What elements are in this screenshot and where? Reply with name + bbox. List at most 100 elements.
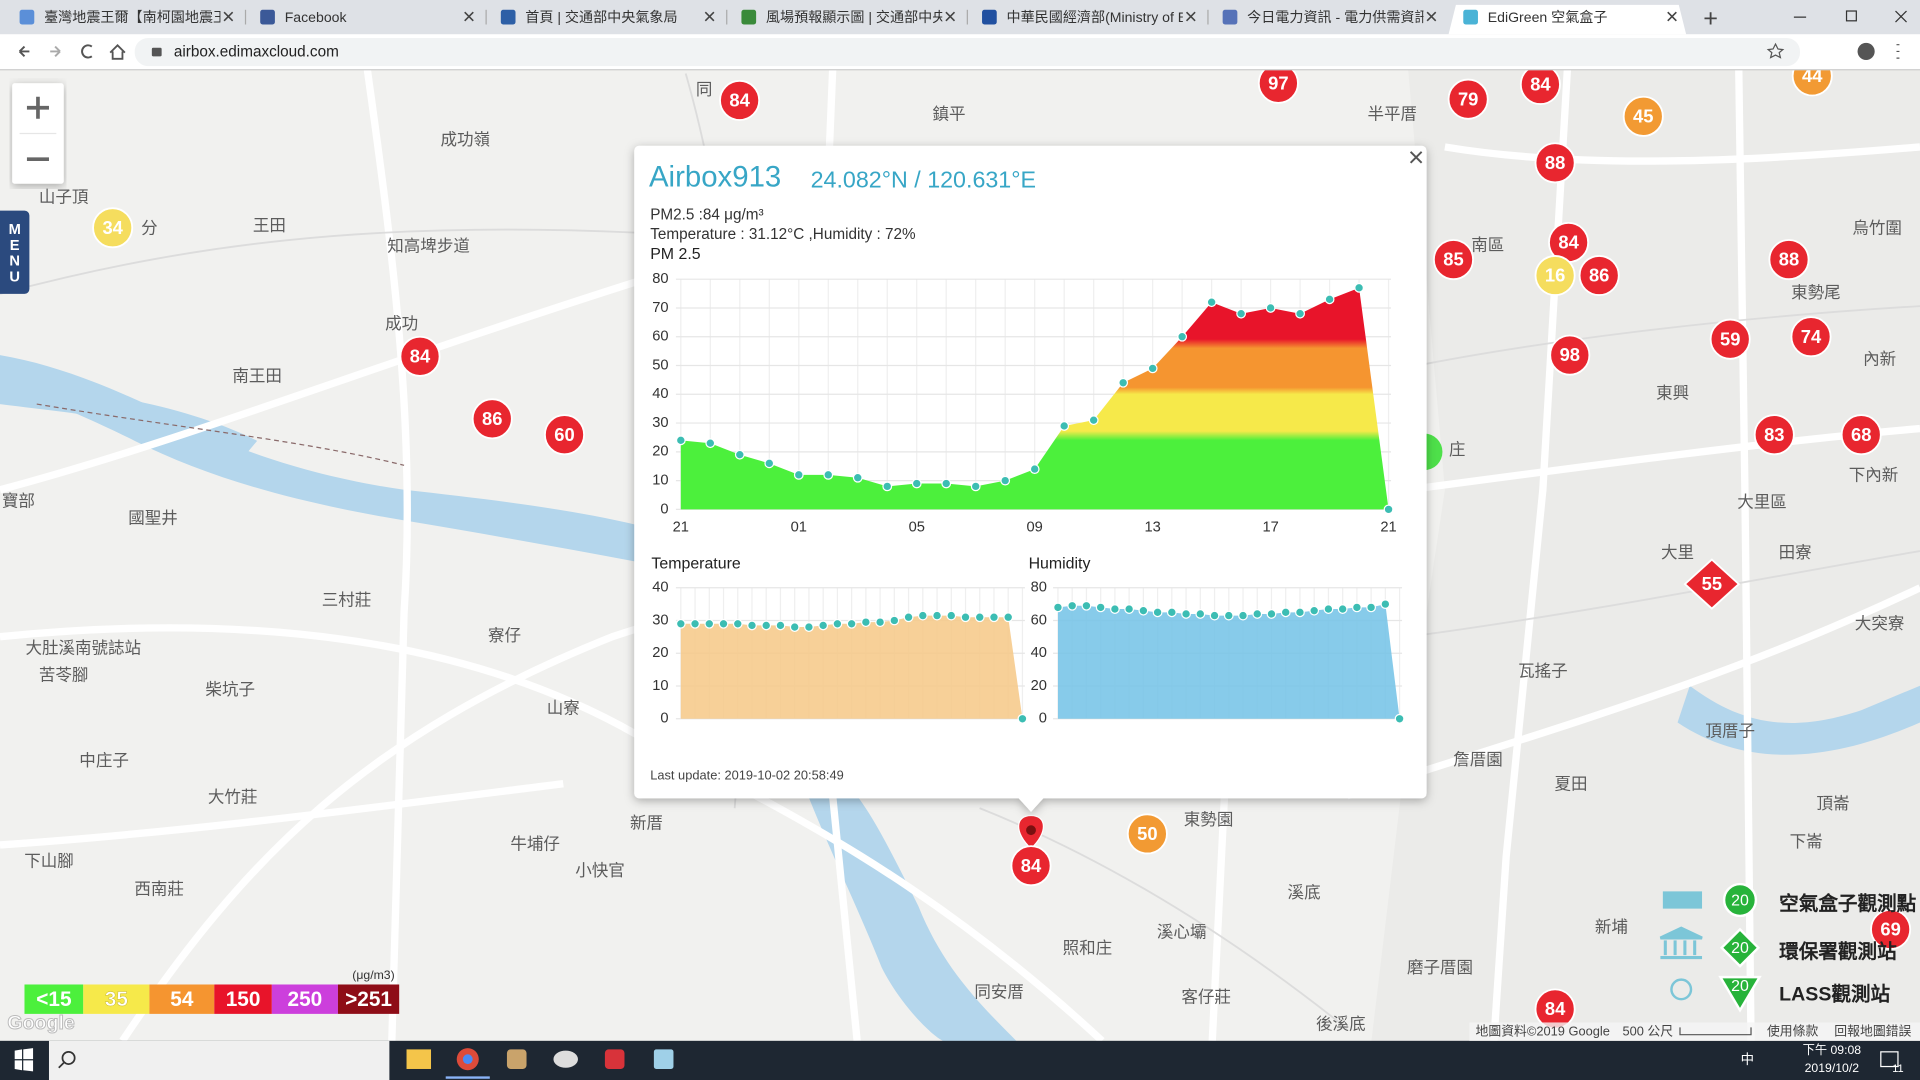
data-point [911,478,922,489]
marker[interactable] [1010,845,1052,887]
tab-title[interactable]: 中華民國經濟部(Ministry of Eco [1007,9,1203,25]
forward-button[interactable] [50,45,61,58]
marker[interactable] [1709,318,1751,360]
attribution-text: 地圖資料©2019 Google [1476,1024,1610,1039]
home-button[interactable] [109,44,126,60]
marker[interactable] [1126,813,1168,855]
tab-title[interactable]: 首頁 | 交通部中央氣象局 [525,9,677,25]
zoom-in[interactable] [26,96,49,119]
marker[interactable] [719,79,761,121]
tab-icon [260,9,275,25]
app-6[interactable] [653,1049,674,1069]
marker[interactable] [1622,95,1664,137]
data-point [734,449,745,460]
marker[interactable] [1578,255,1620,297]
place-label: 溪底 [1288,883,1321,902]
tab-close[interactable] [464,11,474,22]
profile[interactable] [1857,42,1875,61]
marker-value: 84 [1021,855,1042,876]
marker[interactable] [399,335,441,377]
chart-title: PM 2.5 [650,246,701,263]
marker-value: 60 [554,424,574,445]
place-label: 小快官 [575,861,625,880]
pm-legend-swatch [83,984,150,1014]
reload-button[interactable] [81,44,93,59]
marker[interactable] [1432,239,1474,281]
bookmark[interactable] [1766,42,1785,59]
data-point [1354,282,1364,293]
tab-title[interactable]: 今日電力資訊 - 電力供需資訊 - 台 [1247,9,1455,25]
start-button[interactable] [14,1048,34,1072]
place-label: 山寮 [547,698,580,717]
app-chrome-center [462,1054,473,1065]
marker-value: 84 [1545,998,1566,1019]
zoom-control[interactable] [12,83,64,184]
data-point [1088,415,1099,426]
tab-close[interactable] [1426,11,1437,22]
data-point [1280,607,1291,618]
app-5[interactable] [604,1049,625,1069]
attribution-text[interactable]: 使用條款 [1767,1024,1819,1039]
maximize[interactable] [1845,10,1857,22]
ime[interactable]: 中 [1741,1052,1754,1067]
data-point [1003,612,1014,623]
menu-tab[interactable]: MENU [0,210,30,294]
x-tick-label: 21 [673,520,689,536]
place-label: 南王田 [232,367,282,386]
data-point [875,617,886,628]
lock-icon [151,47,162,57]
station-label: 空氣盒子觀測點 [1779,892,1916,915]
station-badge [1719,927,1761,968]
data-point [1295,308,1306,319]
data-point [960,612,971,623]
notifications-icon[interactable] [1880,1051,1899,1068]
tab-title[interactable]: EdiGreen 空氣盒子 [1488,9,1608,25]
tab-close[interactable] [945,11,956,22]
y-tick-label: 0 [1039,711,1047,727]
charts: PM 2.5 0 10 20 30 40 50 60 70 80 21 01 05 09 13 17 21 Tem… [650,246,1405,727]
tab-close[interactable] [704,11,715,22]
app-4[interactable] [553,1050,578,1068]
marker[interactable] [471,398,513,440]
marker[interactable] [1768,239,1810,281]
marker-value: 97 [1268,72,1288,93]
marker[interactable] [1870,908,1912,950]
pm-legend-label: >251 [345,988,392,1011]
marker[interactable] [1534,255,1576,297]
marker[interactable] [1683,558,1741,610]
tab-title[interactable]: 風場預報顯示圖 | 交通部中央氣象 [766,9,975,25]
marker-value: 74 [1801,326,1822,347]
data-point [941,478,952,489]
new-tab[interactable] [1704,12,1717,25]
marker[interactable] [1790,316,1832,358]
marker[interactable] [92,207,134,249]
data-point [1252,609,1263,619]
address-bar[interactable] [134,37,1801,67]
app-3[interactable] [506,1049,527,1069]
area [680,287,1389,510]
tab-title[interactable]: Facebook [285,9,348,25]
app-explorer[interactable] [406,1049,432,1069]
data-point [1000,475,1011,486]
marker-value: 79 [1458,88,1478,109]
attribution-text[interactable]: 回報地圖錯誤 [1834,1024,1911,1039]
data-point [882,481,893,492]
data-point [705,438,716,449]
place-label: 三村莊 [322,591,372,610]
marker[interactable] [1534,142,1576,184]
marker[interactable] [1549,334,1591,376]
marker[interactable] [543,414,586,456]
data-point [1309,605,1320,616]
tab-title[interactable]: 臺灣地震王爾【南柯園地震王爾】 [44,9,255,25]
tab-close[interactable] [1185,11,1196,22]
marker-value: 84 [729,89,750,110]
close-button[interactable] [1409,151,1423,164]
marker[interactable] [1447,78,1489,120]
marker[interactable] [1840,414,1882,456]
window-close[interactable] [1895,10,1907,23]
tab-close[interactable] [1667,11,1677,22]
search-box[interactable] [48,1040,390,1080]
tab-close[interactable] [223,11,234,22]
marker[interactable] [1753,414,1795,456]
back-button[interactable] [18,45,30,58]
